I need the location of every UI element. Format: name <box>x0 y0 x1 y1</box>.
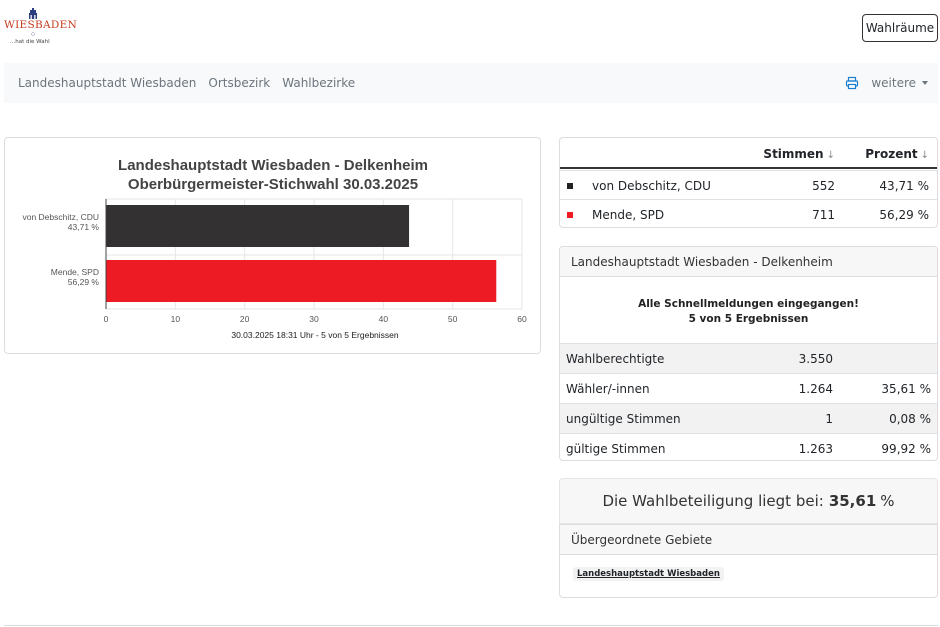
printer-icon[interactable] <box>845 76 859 90</box>
stat-label: gültige Stimmen <box>566 442 666 456</box>
y-category-label: Mende, SPD <box>51 267 99 277</box>
wahlraeume-button[interactable]: Wahlräume <box>862 14 938 42</box>
navbar: Landeshauptstadt Wiesbaden Ortsbezirk Wa… <box>4 63 938 103</box>
column-prozent-label: Prozent <box>865 147 918 161</box>
caret-down-icon <box>922 81 928 85</box>
stat-value: 1.263 <box>798 442 833 456</box>
stat-row: gültige Stimmen 1.263 99,92 % <box>560 433 937 460</box>
stat-row: Wähler/-innen 1.264 35,61 % <box>560 373 937 403</box>
stat-value: 1 <box>825 412 833 426</box>
more-dropdown[interactable]: weitere <box>871 76 928 90</box>
nav-link-stadt[interactable]: Landeshauptstadt Wiesbaden <box>18 76 197 90</box>
turnout-banner: Die Wahlbeteiligung liegt bei: 35,61 % <box>559 478 938 524</box>
city-logo[interactable]: WIESBADEN ⁘ ...hat die Wahl <box>4 8 78 48</box>
stat-percent: 0,08 % <box>889 412 931 426</box>
parent-areas-title: Übergeordnete Gebiete <box>560 525 937 555</box>
candidate-votes: 711 <box>812 208 835 222</box>
x-tick-label: 50 <box>448 314 458 324</box>
x-tick-label: 0 <box>104 314 109 324</box>
candidate-percent: 43,71 % <box>879 179 929 193</box>
color-swatch <box>567 183 573 189</box>
stat-value: 3.550 <box>798 352 833 366</box>
more-label: weitere <box>871 76 916 90</box>
candidate-votes: 552 <box>812 179 835 193</box>
status-message: Alle Schnellmeldungen eingegangen! 5 von… <box>560 277 937 343</box>
parent-areas-card: Übergeordnete Gebiete Landeshauptstadt W… <box>559 524 938 598</box>
info-card: Landeshauptstadt Wiesbaden - Delkenheim … <box>559 246 938 461</box>
status-message-line1: Alle Schnellmeldungen eingegangen! <box>638 298 859 310</box>
results-table: Stimmen ↓ Prozent ↓ von Debschitz, CDU 552… <box>559 137 938 228</box>
color-swatch <box>567 212 573 218</box>
results-bar-chart: Landeshauptstadt Wiesbaden - Delkenheim O… <box>22 157 527 340</box>
stat-percent: 99,92 % <box>881 442 931 456</box>
table-row: von Debschitz, CDU 552 43,71 % <box>560 170 937 199</box>
turnout-unit: % <box>880 492 895 510</box>
sort-arrow-icon: ↓ <box>920 150 929 161</box>
stat-percent: 35,61 % <box>881 382 931 396</box>
stat-row: Wahlberechtigte 3.550 <box>560 343 937 373</box>
column-stimmen-label: Stimmen <box>763 147 824 161</box>
footer-divider <box>4 625 938 626</box>
x-tick-label: 60 <box>517 314 527 324</box>
stat-row: ungültige Stimmen 1 0,08 % <box>560 403 937 433</box>
chart-card: Landeshauptstadt Wiesbaden - Delkenheim O… <box>4 137 541 354</box>
y-category-sublabel: 56,29 % <box>68 277 100 287</box>
x-tick-label: 40 <box>379 314 389 324</box>
chart-bar <box>106 260 497 302</box>
x-tick-label: 10 <box>171 314 181 324</box>
chart-subtitle: Oberbürgermeister-Stichwahl 30.03.2025 <box>128 176 418 193</box>
table-row: Mende, SPD 711 56,29 % <box>560 199 937 227</box>
candidate-name: Mende, SPD <box>592 208 665 222</box>
chart-title: Landeshauptstadt Wiesbaden - Delkenheim <box>118 157 428 174</box>
crest-icon <box>29 8 37 19</box>
chart-footnote: 30.03.2025 18:31 Uhr - 5 von 5 Ergebniss… <box>231 330 399 340</box>
turnout-text: Die Wahlbeteiligung liegt bei: <box>602 492 824 510</box>
lilies-icon: ⁘ <box>29 30 37 39</box>
parent-area-link[interactable]: Landeshauptstadt Wiesbaden <box>573 567 724 581</box>
stat-label: ungültige Stimmen <box>566 412 681 426</box>
stat-value: 1.264 <box>798 382 833 396</box>
column-prozent[interactable]: Prozent ↓ <box>865 147 929 161</box>
chart-bar <box>106 205 410 247</box>
candidate-percent: 56,29 % <box>879 208 929 222</box>
y-category-label: von Debschitz, CDU <box>22 212 99 222</box>
candidate-name: von Debschitz, CDU <box>592 179 711 193</box>
column-stimmen[interactable]: Stimmen ↓ <box>763 147 835 161</box>
logo-tagline: ...hat die Wahl <box>10 39 50 45</box>
status-message-line2: 5 von 5 Ergebnissen <box>688 313 809 325</box>
nav-right: weitere <box>845 63 928 103</box>
x-tick-label: 20 <box>240 314 250 324</box>
stat-label: Wähler/-innen <box>566 382 650 396</box>
nav-link-wahlbezirke[interactable]: Wahlbezirke <box>282 76 356 90</box>
logo-wordmark: WIESBADEN <box>4 19 78 31</box>
x-tick-label: 30 <box>309 314 319 324</box>
sort-arrow-icon: ↓ <box>826 150 835 161</box>
nav-link-ortsbezirk[interactable]: Ortsbezirk <box>208 76 271 90</box>
turnout-value: 35,61 <box>828 492 877 510</box>
stat-label: Wahlberechtigte <box>566 352 665 366</box>
y-category-sublabel: 43,71 % <box>68 222 100 232</box>
results-table-header: Stimmen ↓ Prozent ↓ <box>560 138 937 169</box>
info-card-title: Landeshauptstadt Wiesbaden - Delkenheim <box>560 247 937 277</box>
